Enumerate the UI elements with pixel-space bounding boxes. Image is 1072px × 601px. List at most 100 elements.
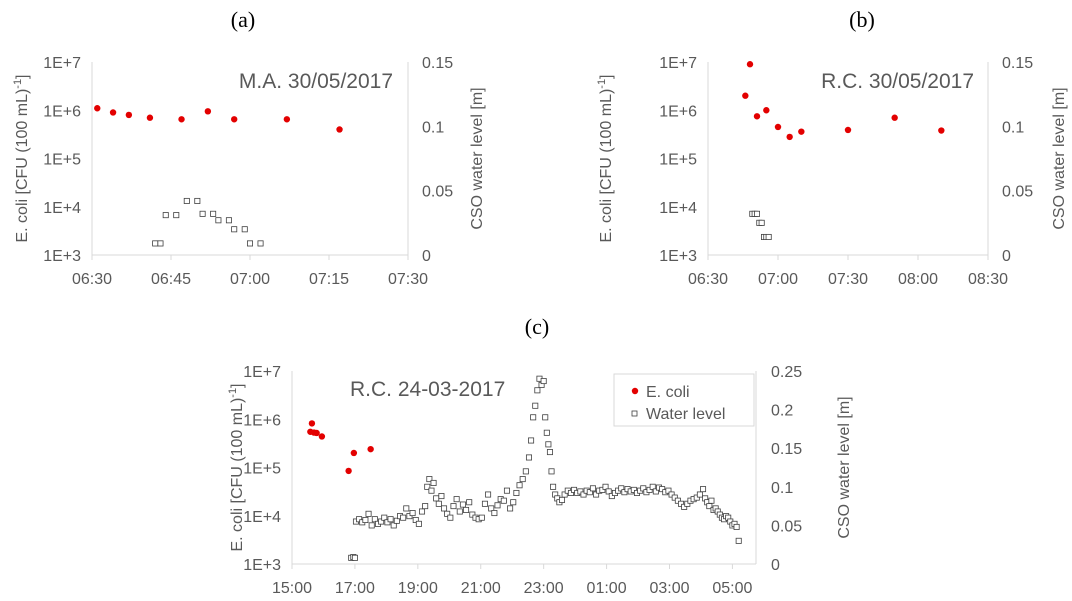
water-level-point — [194, 197, 201, 204]
data-marks-a — [94, 105, 343, 247]
ecoli-point — [308, 420, 316, 427]
ecoli-point — [891, 114, 898, 121]
water-level-point — [630, 486, 637, 493]
x-tick-label: 23:00 — [524, 580, 564, 597]
ecoli-point — [774, 123, 782, 131]
y2-axis-ticks-b: 0 0.05 0.1 0.15 — [1002, 55, 1033, 265]
water-level-point — [586, 489, 593, 496]
y2-tick-label: 0.1 — [422, 119, 444, 136]
water-level-point — [210, 210, 217, 217]
water-level-point — [450, 503, 457, 510]
water-level-point — [152, 240, 159, 247]
ecoli-point — [146, 114, 154, 121]
x-tick-label: 07:00 — [230, 271, 270, 288]
ecoli-point — [283, 116, 291, 123]
water-level-point — [530, 414, 537, 421]
y2-axis-title-b: CSO water level [m] — [1051, 87, 1068, 229]
water-level-point — [183, 197, 190, 204]
y-tick-label: 1E+7 — [659, 55, 697, 72]
ecoli-point — [336, 126, 343, 133]
water-level-point — [257, 240, 264, 247]
legend-swatch-ecoli — [631, 387, 639, 395]
plot-frame-c — [291, 371, 757, 565]
water-level-point — [765, 233, 772, 240]
water-level-point — [403, 505, 410, 512]
ecoli-point — [786, 133, 793, 141]
x-tick-label: 08:30 — [968, 271, 1008, 288]
y-tick-label: 1E+6 — [43, 103, 81, 120]
ecoli-point — [125, 111, 133, 119]
x-tick-label: 15:00 — [272, 580, 312, 597]
water-level-point — [649, 483, 656, 490]
ecoli-point — [350, 449, 358, 457]
y-axis-title-a: E. coli [CFU (100 mL)-1] — [12, 74, 31, 242]
chart-panel-b: (b) 1E+3 1E+4 1E+5 1E+6 1E+7 0 0.05 0.1 0.15 06… — [596, 7, 1068, 288]
water-level-point — [525, 454, 532, 461]
water-level-point — [668, 491, 675, 498]
y-tick-label: 1E+4 — [243, 509, 281, 526]
water-level-point — [674, 497, 681, 504]
water-level-point — [488, 505, 495, 512]
water-level-point — [608, 493, 615, 500]
chart-panel-a: (a) 1E+3 1E+4 1E+5 1E+6 1E+7 0 0.05 0.1 0.15 06… — [12, 7, 486, 288]
water-level-point — [463, 506, 470, 513]
water-level-point — [371, 516, 378, 523]
water-level-point — [162, 212, 169, 219]
y-axis-title-c: E. coli [CFU (100 mL)-1] — [227, 383, 246, 551]
y-tick-label: 1E+6 — [243, 412, 281, 429]
ecoli-point — [94, 105, 101, 112]
ecoli-point — [109, 109, 117, 116]
y-tick-label: 1E+6 — [659, 103, 697, 120]
water-level-point — [571, 486, 578, 493]
water-level-point — [681, 503, 688, 510]
x-tick-label: 08:00 — [898, 271, 938, 288]
water-level-point — [561, 491, 568, 498]
legend-swatch-water-level — [631, 410, 638, 417]
water-level-point — [494, 502, 501, 509]
water-level-point — [485, 491, 492, 498]
data-marks-b — [742, 61, 945, 240]
y2-tick-label: 0 — [1002, 248, 1011, 265]
water-level-point — [693, 494, 700, 501]
ecoli-point — [231, 116, 238, 123]
y-axis-ticks-c: 1E+3 1E+4 1E+5 1E+6 1E+7 — [243, 364, 281, 574]
water-level-point — [225, 217, 232, 224]
water-level-point — [754, 210, 761, 217]
y2-tick-label: 0.05 — [422, 184, 453, 201]
water-level-point — [507, 505, 514, 512]
water-level-point — [441, 505, 448, 512]
ecoli-point — [318, 433, 326, 440]
water-level-point — [696, 491, 703, 498]
water-level-point — [684, 500, 691, 507]
x-axis-ticks-a: 06:30 06:45 07:00 07:15 07:30 — [72, 255, 428, 288]
water-level-point — [646, 486, 653, 493]
x-tick-label: 17:00 — [335, 580, 375, 597]
water-level-point — [173, 212, 180, 219]
water-level-point — [665, 487, 672, 494]
water-level-point — [532, 402, 539, 409]
x-tick-label: 06:30 — [72, 271, 112, 288]
y-tick-label: 1E+3 — [43, 248, 81, 265]
water-level-point — [602, 483, 609, 490]
x-tick-label: 06:45 — [151, 271, 191, 288]
water-level-point — [500, 497, 507, 504]
y-tick-label: 1E+7 — [43, 55, 81, 72]
water-level-point — [733, 523, 740, 530]
water-level-point — [543, 429, 550, 436]
water-level-point — [534, 387, 541, 394]
x-tick-label: 07:00 — [758, 271, 798, 288]
water-level-point — [735, 537, 742, 544]
water-level-point — [157, 240, 164, 247]
x-tick-label: 01:00 — [587, 580, 627, 597]
water-level-point — [589, 485, 596, 492]
water-level-point — [356, 516, 363, 523]
legend-label-water-level: Water level — [646, 406, 725, 423]
water-level-point — [542, 414, 549, 421]
y2-tick-label: 0.05 — [771, 518, 802, 535]
water-level-point — [438, 493, 445, 500]
water-level-point — [708, 497, 715, 504]
chart-annotation-c: R.C. 24-03-2017 — [350, 378, 505, 401]
water-level-point — [433, 495, 440, 502]
water-level-point — [545, 441, 552, 448]
